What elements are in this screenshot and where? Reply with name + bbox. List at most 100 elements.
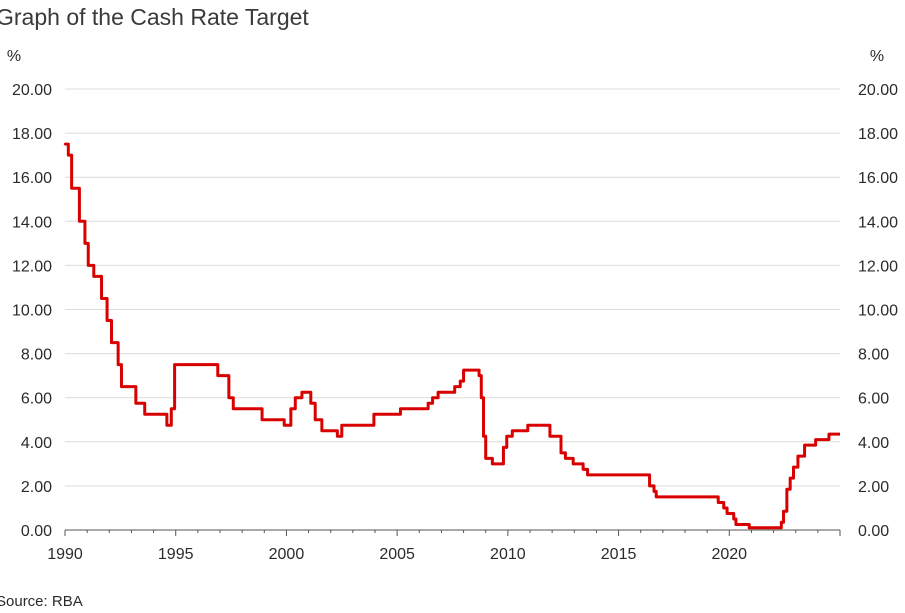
series-point <box>462 368 465 372</box>
x-tick-label: 2000 <box>269 546 305 563</box>
y-tick-label-right: 2.00 <box>858 479 889 496</box>
x-tick-label: 1995 <box>158 546 194 563</box>
series-point <box>120 385 123 388</box>
grid-layer <box>65 88 840 487</box>
x-tick-label: 1990 <box>47 546 83 563</box>
series-point <box>134 402 138 405</box>
series-point <box>564 457 567 460</box>
y-tick-label-left: 2.00 <box>21 479 52 496</box>
series-point <box>484 457 487 460</box>
series-point <box>459 379 462 383</box>
series-point <box>559 451 563 455</box>
series-point <box>785 488 789 491</box>
series-point <box>289 407 293 410</box>
y-tick-label-right: 18.00 <box>858 126 898 143</box>
series-point <box>227 396 231 399</box>
y-tick-label-left: 18.00 <box>12 126 52 143</box>
chart-title: Graph of the Cash Rate Target <box>0 4 309 30</box>
y-tick-label-left: 16.00 <box>12 170 52 187</box>
y-tick-label-left: 0.00 <box>21 523 52 540</box>
cash-rate-series-line <box>65 142 840 530</box>
series-point <box>232 407 235 410</box>
series-point <box>792 465 795 469</box>
series-point <box>100 297 103 300</box>
series-point <box>780 521 783 524</box>
series-point <box>511 429 514 432</box>
x-tick-label: 2010 <box>490 546 526 563</box>
series-point <box>165 424 169 427</box>
series-point <box>734 523 738 526</box>
series-point <box>480 396 483 399</box>
right-unit-label: % <box>870 48 884 65</box>
y-tick-label-left: 4.00 <box>21 435 52 452</box>
series-point <box>87 264 90 267</box>
y-tick-label-left: 8.00 <box>21 347 52 364</box>
series-point <box>581 468 585 471</box>
series-point <box>491 462 494 466</box>
series-point <box>748 526 751 529</box>
series-point <box>110 341 113 344</box>
series-point <box>78 220 81 223</box>
y-tick-label-right: 12.00 <box>858 258 898 275</box>
series-point <box>796 454 800 458</box>
series-point <box>173 363 176 366</box>
series-point <box>300 390 304 394</box>
series-point <box>399 407 402 410</box>
x-axis <box>64 529 841 536</box>
y-tick-label-left: 10.00 <box>12 303 52 320</box>
series-point <box>105 319 109 322</box>
y-tick-label-right: 0.00 <box>858 523 889 540</box>
x-tick-label: 2005 <box>379 546 415 563</box>
series-point <box>827 432 831 436</box>
series-point <box>143 413 146 416</box>
series-point <box>314 418 317 421</box>
series-point <box>453 385 456 388</box>
series-point <box>92 275 95 278</box>
y-tick-label-right: 10.00 <box>858 303 898 320</box>
series-point <box>431 396 434 399</box>
left-unit-label: % <box>7 48 21 65</box>
source-note: Source: RBA <box>0 593 83 610</box>
y-tick-label-left: 14.00 <box>12 214 52 231</box>
series-point <box>482 435 485 438</box>
series-point <box>83 242 87 245</box>
y-tick-label-left: 20.00 <box>12 82 52 99</box>
series-point <box>320 429 324 432</box>
series-point <box>571 462 575 466</box>
series-point <box>586 473 589 477</box>
series-point <box>652 490 656 493</box>
y-tick-label-right: 20.00 <box>858 82 898 99</box>
series-point <box>782 510 785 513</box>
y-tick-label-left: 6.00 <box>21 391 52 408</box>
series-point <box>717 501 720 504</box>
y-tick-label-right: 14.00 <box>858 214 898 231</box>
series-point <box>436 390 440 394</box>
series-point <box>67 153 70 157</box>
tick-labels: 0.00 0.00 2.00 2.00 4.00 4.00 6.00 6.00 8.00 8.00… <box>12 82 898 563</box>
series-point <box>655 495 658 499</box>
series-point <box>116 363 120 366</box>
series-points <box>63 142 831 529</box>
series-point <box>477 374 481 377</box>
series-point <box>260 418 264 421</box>
series-point <box>426 402 430 405</box>
series-point <box>63 142 67 146</box>
series-point <box>216 374 219 377</box>
series-point <box>814 438 817 441</box>
series-point <box>70 187 73 190</box>
series-point <box>788 476 792 480</box>
series-point <box>294 396 297 399</box>
series-point <box>526 424 529 427</box>
x-tick-label: 2015 <box>601 546 637 563</box>
series-point <box>370 424 373 427</box>
series-point <box>803 443 806 447</box>
series-point <box>648 484 651 488</box>
series-point <box>505 435 508 438</box>
series-point <box>340 424 343 427</box>
series-point <box>336 435 339 438</box>
y-tick-label-right: 4.00 <box>858 435 889 452</box>
series-point <box>170 407 173 410</box>
series-point <box>372 413 376 416</box>
y-tick-label-left: 12.00 <box>12 258 52 275</box>
